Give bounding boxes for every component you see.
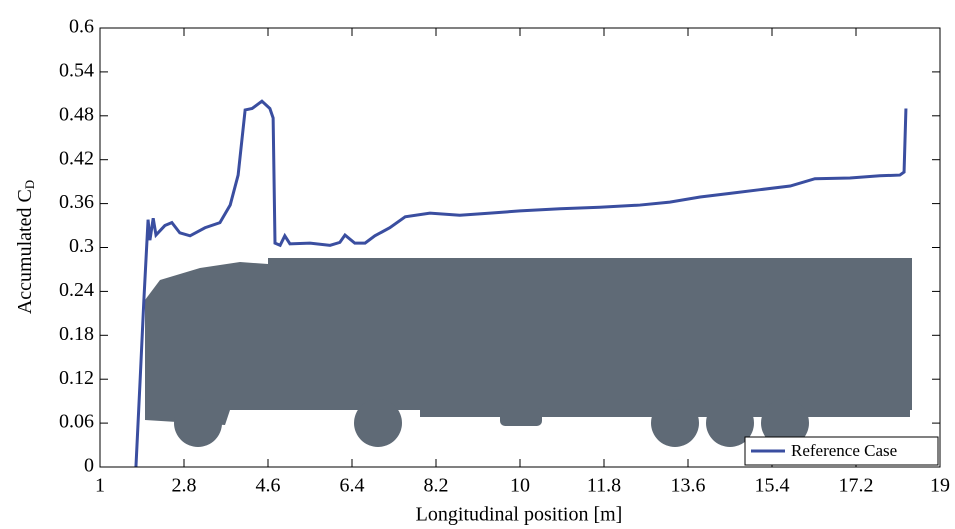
data-line xyxy=(134,99,908,468)
legend-label: Reference Case xyxy=(791,441,897,460)
y-tick-label: 0 xyxy=(84,455,94,477)
truck-image xyxy=(145,258,912,447)
x-tick-label: 11.8 xyxy=(587,475,621,497)
y-axis-label-main: Accumulated C xyxy=(14,189,36,314)
x-tick-label: 2.8 xyxy=(172,475,197,497)
y-tick-label: 0.54 xyxy=(59,59,94,81)
y-tick-label: 0.36 xyxy=(59,191,94,213)
wheel xyxy=(354,399,402,447)
x-tick-label: 17.2 xyxy=(839,475,874,497)
x-tick-label: 10 xyxy=(510,475,530,497)
x-tick-label: 6.4 xyxy=(340,475,365,497)
y-tick-label: 0.24 xyxy=(59,279,94,301)
wheel xyxy=(651,399,699,447)
wheel xyxy=(706,399,754,447)
wheel xyxy=(174,399,222,447)
truck-cab xyxy=(145,262,268,425)
plot-frame xyxy=(99,27,941,468)
x-tick-label: 19 xyxy=(930,475,950,497)
x-axis-label: Longitudinal position [m] xyxy=(416,504,623,526)
y-tick-label: 0.6 xyxy=(69,16,94,38)
y-tick-label: 0.48 xyxy=(59,103,94,125)
tank xyxy=(500,408,542,426)
x-tick-label: 4.6 xyxy=(256,475,281,497)
x-tick-label: 13.6 xyxy=(671,475,706,497)
x-tick-label: 15.4 xyxy=(755,475,790,497)
truck-trailer xyxy=(268,258,912,410)
y-tick-label: 0.42 xyxy=(59,147,94,169)
y-tick-label: 0.3 xyxy=(69,235,94,257)
x-tick-label: 8.2 xyxy=(424,475,449,497)
x-tick-label: 1 xyxy=(95,475,105,497)
y-tick-label: 0.12 xyxy=(59,367,94,389)
y-axis-label-sub: D xyxy=(22,180,37,189)
y-tick-label: 0.18 xyxy=(59,323,94,345)
y-tick-label: 0.06 xyxy=(59,411,94,433)
wheel xyxy=(761,399,809,447)
y-axis-label: Accumulated CD xyxy=(14,180,37,314)
